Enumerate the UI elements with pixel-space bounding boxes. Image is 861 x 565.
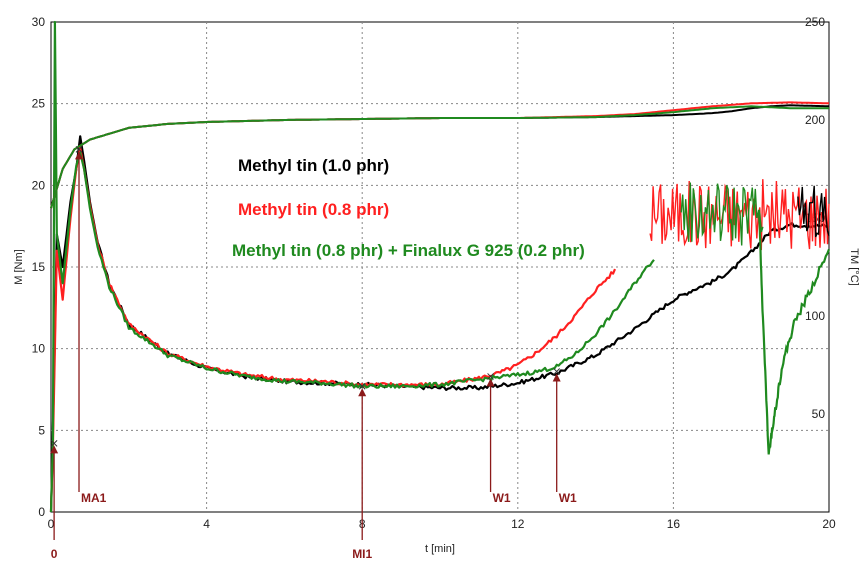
legend-entry-1: Methyl tin (1.0 phr) [238, 156, 389, 175]
noisy-band [649, 179, 830, 251]
y-tick-label: 0 [38, 505, 45, 519]
y-tick-label: 30 [32, 15, 46, 29]
marker-arrow [552, 373, 561, 382]
series-line [49, 146, 617, 513]
y-tick-label: 5 [38, 423, 45, 437]
y2-tick-label: 100 [805, 309, 825, 323]
legend-entry-2: Methyl tin (0.8 phr) [238, 200, 389, 219]
x-tick-label: 12 [511, 517, 525, 531]
marker-cross [75, 146, 83, 153]
noisy-band [797, 185, 830, 238]
markers-layer: 0 MA1 MI1 W1 W1 [50, 146, 577, 561]
y2-tick-label: 200 [805, 113, 825, 127]
legend-entry-3: Methyl tin (0.8 phr) + Finalux G 925 (0.… [232, 241, 585, 260]
marker-label: W1 [493, 491, 511, 505]
marker-cross [50, 440, 58, 447]
marker-cross [487, 373, 494, 380]
marker-label: MA1 [81, 491, 107, 505]
x-tick-label: 4 [203, 517, 210, 531]
legend: Methyl tin (1.0 phr) Methyl tin (0.8 phr… [232, 156, 585, 260]
y-tick-label: 15 [32, 260, 46, 274]
grid-lines [51, 22, 829, 512]
green-dip-line [757, 209, 831, 455]
series-layer [49, 20, 831, 513]
y-tick-label: 10 [32, 342, 46, 356]
left-y-ticks: 0 5 10 15 20 25 30 [32, 15, 46, 519]
x-axis-label: t [min] [425, 543, 455, 555]
x-tick-label: 20 [822, 517, 836, 531]
y-axis-label: M [Nm] [13, 249, 25, 284]
y2-tick-label: 250 [805, 15, 825, 29]
plot-area [50, 21, 830, 513]
series-line [50, 105, 829, 209]
noisy-band [680, 182, 764, 246]
marker-cross [358, 382, 366, 390]
x-tick-label: 0 [48, 517, 55, 531]
series-line [49, 20, 655, 513]
marker-arrow [486, 378, 495, 387]
x-ticks: 048121620 [48, 517, 836, 531]
y-tick-label: 25 [32, 97, 46, 111]
marker-arrow [75, 151, 84, 160]
marker-label: W1 [559, 491, 577, 505]
y2-axis-label: TM [°C] [848, 248, 860, 285]
marker-label: MI1 [352, 547, 372, 561]
marker-cross [553, 368, 561, 375]
x-tick-label: 16 [667, 517, 681, 531]
marker-arrow [358, 388, 367, 397]
marker-label: 0 [51, 547, 58, 561]
y-tick-label: 20 [32, 178, 46, 192]
y2-tick-label: 50 [812, 407, 826, 421]
marker-arrow [50, 445, 59, 454]
